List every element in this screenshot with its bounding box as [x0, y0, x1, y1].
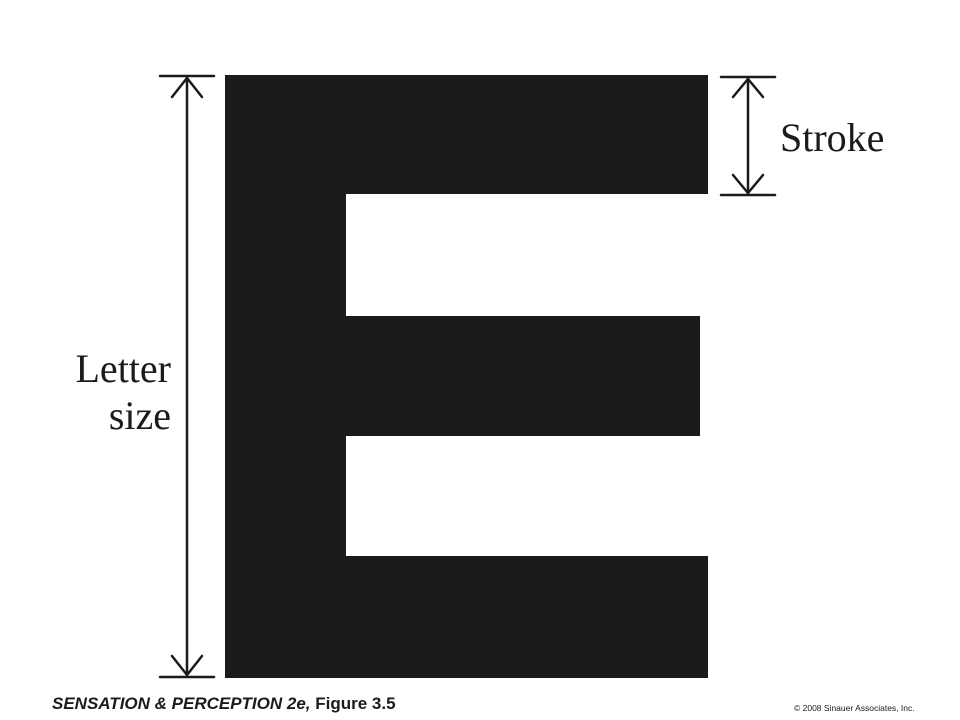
figure-caption: SENSATION & PERCEPTION 2e, Figure 3.5 [52, 694, 396, 714]
letter-size-arrow [158, 74, 216, 679]
stroke-label: Stroke [780, 115, 884, 160]
letter-size-label-line2: size [109, 393, 171, 438]
copyright-notice: © 2008 Sinauer Associates, Inc. [794, 703, 915, 713]
letter-size-label-line1: Letter [76, 346, 172, 391]
stroke-bottom-arrowhead [731, 173, 765, 195]
letter-size-top-arrowhead [170, 76, 204, 99]
letter-size-bottom-arrowhead [170, 654, 204, 677]
caption-figure-number: Figure 3.5 [315, 694, 396, 713]
stroke-arrow [719, 75, 777, 197]
letter-e-shape [225, 75, 708, 678]
stroke-top-arrowhead [731, 77, 765, 99]
caption-book-title: SENSATION & PERCEPTION 2e, [52, 694, 311, 713]
